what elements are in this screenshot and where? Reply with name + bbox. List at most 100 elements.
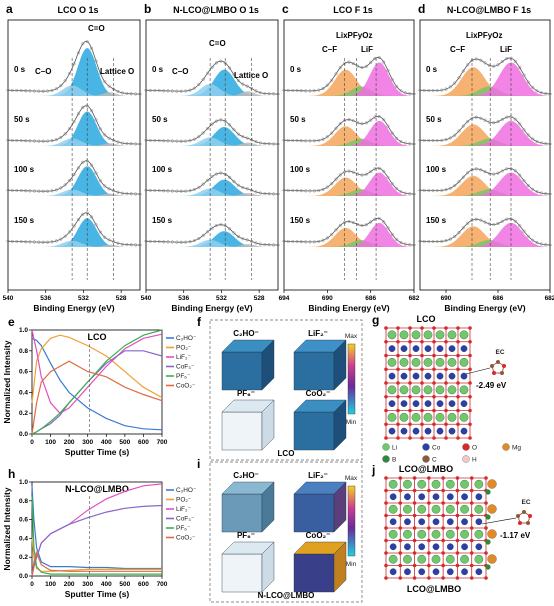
data-point [448,186,452,190]
data-point [241,135,245,139]
ec-atom [496,360,500,364]
data-point [526,184,530,188]
series-line-h-5 [31,550,162,577]
atom-o [444,436,448,440]
atom-o [384,381,388,385]
peak-fill-c-3-2 [284,222,414,247]
data-point [299,240,303,244]
x-tick-label-h: 500 [119,581,130,588]
atom-o [420,422,424,427]
data-point [144,88,148,92]
atom-li [435,385,445,395]
data-point [461,175,465,179]
x-tick-label-e: 600 [138,439,149,446]
x-tick-label-c: 690 [322,295,333,302]
atom-li [445,554,455,564]
data-point [50,240,54,244]
data-point [440,188,444,192]
data-point [422,88,426,92]
x-tick-label-e: 500 [119,439,130,446]
colorbar-max-i: Max [345,475,358,482]
atom-o [408,367,412,372]
label-c-single-o: C–O [35,67,51,76]
peak-fill-b-3-2 [146,244,278,247]
data-point [291,239,295,244]
data-point [479,116,483,120]
peak-fill-d-0-2 [420,62,550,96]
atom-o [469,526,474,530]
data-point [144,188,148,192]
data-point [103,80,107,84]
data-point [37,139,41,143]
atom-li [445,529,455,539]
envelope-a-0 [7,40,141,95]
x-axis-label-c: Binding Energy (eV) [308,303,389,313]
atom-co [460,345,468,352]
atom-legend-swatch-Mg [502,443,510,451]
atom-o [444,339,448,344]
data-point [10,239,14,243]
cube-side [261,399,275,451]
data-point [236,183,240,187]
atom-li [403,504,412,514]
tof-3d-panel-f: f C₂HO⁻ LiF₂⁻ PF₆⁻ CoO₂⁻ LCO Max Min [197,315,363,461]
data-point [444,87,448,91]
atom-co [460,400,468,407]
data-point [377,114,381,119]
data-point [403,191,407,195]
data-point [98,230,102,234]
data-point [32,89,36,93]
data-point [184,139,188,143]
data-point [500,117,504,121]
label-c-double-o-b: C=O [209,39,226,48]
legend-label-e-0: C₂HO⁻ [176,335,197,342]
row-label-c-3: 150 s [290,216,311,225]
plot-frame-h [31,481,163,577]
series-line-h-4 [31,496,162,575]
atom-legend-swatch-B [382,455,390,463]
legend-label-e-4: PF₆⁻ [176,373,191,380]
atom-o [412,488,417,493]
data-point [276,243,280,247]
data-point [94,59,98,63]
atom-o [427,476,431,480]
data-point [377,216,381,221]
data-point [10,188,14,192]
data-point [390,78,394,82]
panel-label-b: b [144,2,151,16]
data-point [120,242,124,246]
atom-co [475,518,483,526]
data-point [134,142,138,146]
data-point [170,240,174,244]
data-point [19,139,23,143]
atom-o [384,563,388,568]
data-point [422,138,426,142]
data-point [500,60,504,64]
cube-front [293,493,335,533]
y-tick-label-h: 0.6 [19,517,28,524]
data-point [356,64,360,68]
atom-o [427,538,431,543]
data-point [351,62,355,66]
cube-label-f-3: CoO₂⁻ [306,389,331,398]
data-point [399,140,403,144]
atom-mg [487,479,497,489]
colorbar-i [347,485,356,557]
data-point [461,124,465,128]
atom-co [424,372,432,380]
cube-front [293,411,335,451]
atom-li [447,385,457,395]
atom-o [398,513,403,518]
data-point [37,240,41,244]
atom-o [444,367,448,372]
row-label-c-0: 0 s [290,65,302,74]
x-axis-label-e: Sputter Time (s) [65,447,130,457]
data-point [179,189,183,193]
panel-label-c: c [282,2,289,16]
atom-o [412,563,417,568]
data-point [395,238,399,242]
data-point [440,138,444,142]
data-point [403,91,407,95]
data-point [120,191,124,195]
atom-li [387,358,397,367]
